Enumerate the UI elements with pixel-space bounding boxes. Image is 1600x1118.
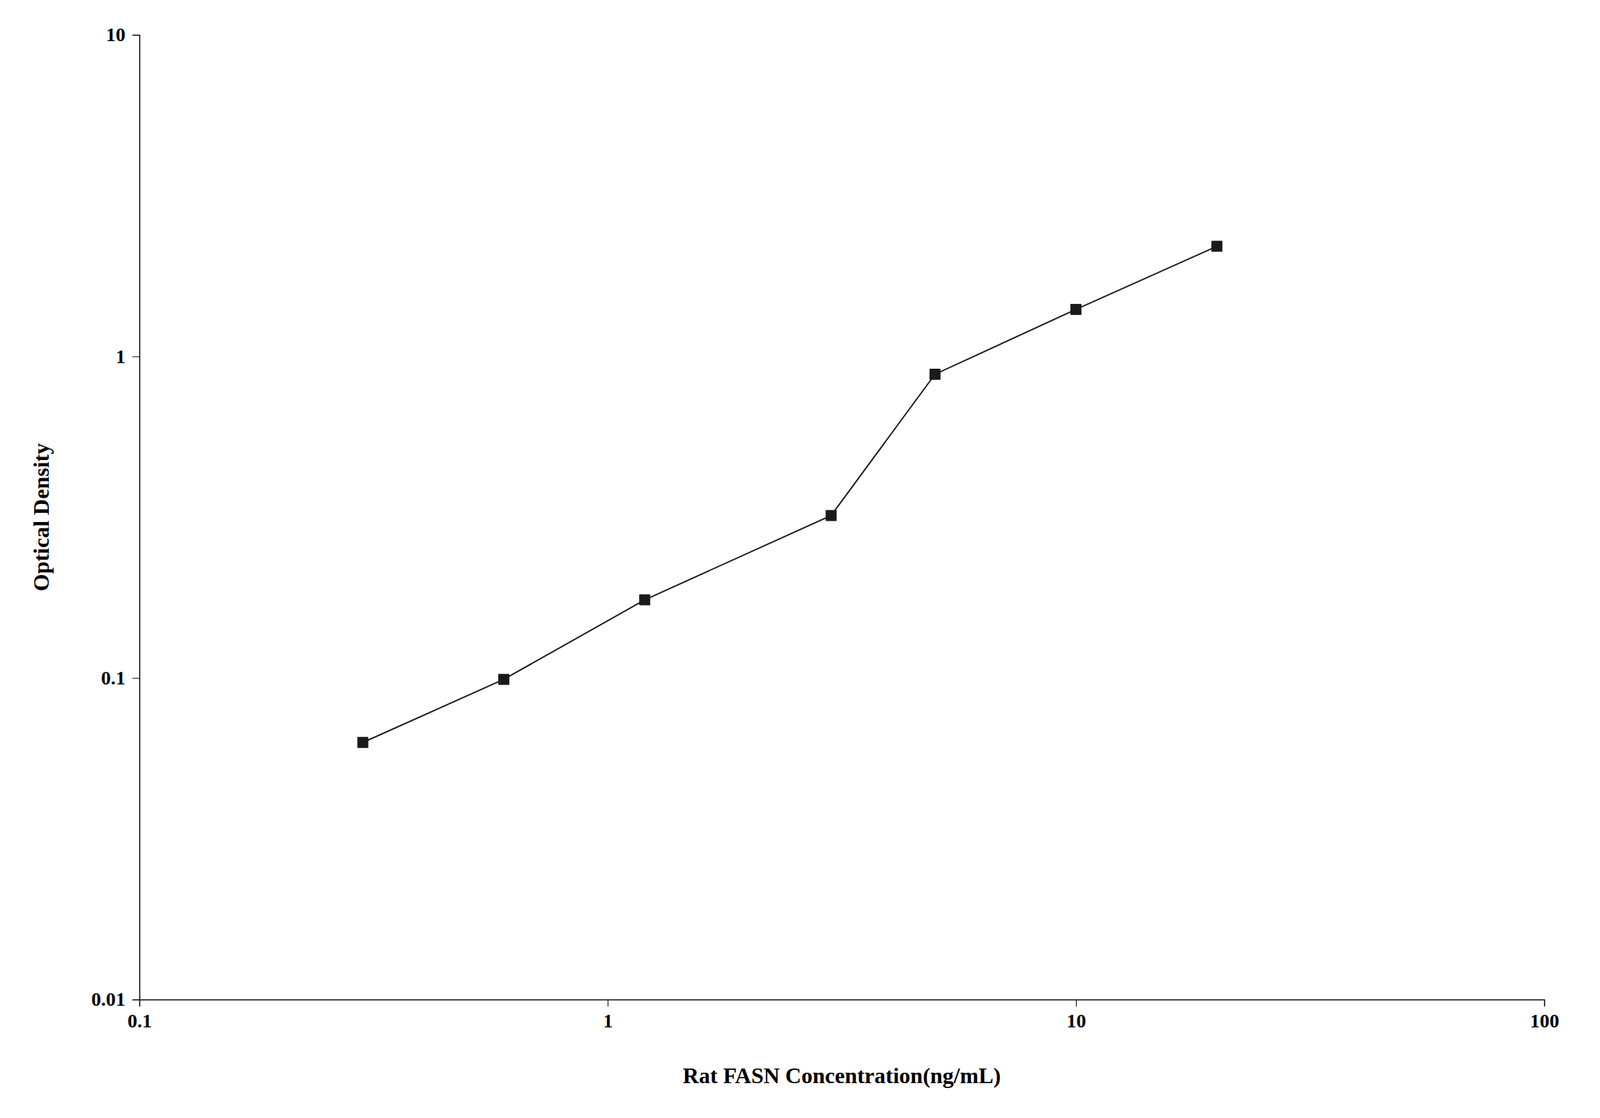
- x-axis-tick-mark: [1075, 999, 1077, 1007]
- x-axis-title: Rat FASN Concentration(ng/mL): [682, 1062, 1001, 1088]
- x-axis-tick: 0.1: [127, 999, 152, 1032]
- line: [363, 245, 1218, 743]
- x-axis-tick-label: 10: [1066, 1009, 1087, 1032]
- marker: [1211, 241, 1223, 252]
- x-axis-tick-label: 0.1: [127, 1009, 152, 1032]
- chart: 0.11101000.010.1110Rat FASN Concentratio…: [0, 0, 1600, 1118]
- y-axis-tick: 10: [105, 23, 140, 46]
- x-axis-tick-mark: [607, 999, 609, 1007]
- marker: [1071, 304, 1082, 315]
- x-axis-tick: 10: [1066, 999, 1087, 1032]
- marker: [357, 737, 368, 748]
- x-axis-tick: 100: [1530, 999, 1560, 1032]
- y-axis-tick-mark: [132, 999, 140, 1000]
- y-axis-tick: 0.1: [101, 666, 140, 689]
- y-axis-tick-mark: [132, 356, 140, 357]
- x-axis-tick-label: 100: [1530, 1009, 1560, 1032]
- y-axis-tick-mark: [132, 678, 140, 679]
- x-axis: 0.1 1 10 100: [127, 999, 1560, 1032]
- x-axis-tick-label: 1: [603, 1009, 614, 1032]
- marker: [825, 510, 837, 521]
- y-axis-tick: 1: [115, 345, 140, 368]
- y-axis-tick-mark: [132, 34, 140, 36]
- plot: 0.11101000.010.1110: [91, 23, 1560, 1031]
- y-axis: 0.01 0.1 1 10: [91, 23, 141, 1010]
- x-axis-tick-mark: [139, 999, 141, 1007]
- y-axis-tick-label: 0.01: [91, 988, 126, 1010]
- x-axis-line: [140, 1000, 1545, 1007]
- y-axis-tick: 0.01: [91, 988, 140, 1010]
- y-axis-tick-label: 0.1: [101, 666, 126, 689]
- y-axis-tick-label: 1: [115, 345, 126, 368]
- x-axis-tick: 1: [603, 999, 614, 1032]
- y-axis-tick-label: 10: [105, 23, 126, 46]
- marker: [498, 673, 510, 685]
- y-axis-title: Optical Density: [28, 443, 54, 591]
- marker: [639, 594, 651, 605]
- series: [357, 241, 1222, 748]
- x-axis-tick-mark: [1544, 999, 1545, 1007]
- marker: [929, 369, 941, 380]
- y-axis-line: [132, 35, 141, 1000]
